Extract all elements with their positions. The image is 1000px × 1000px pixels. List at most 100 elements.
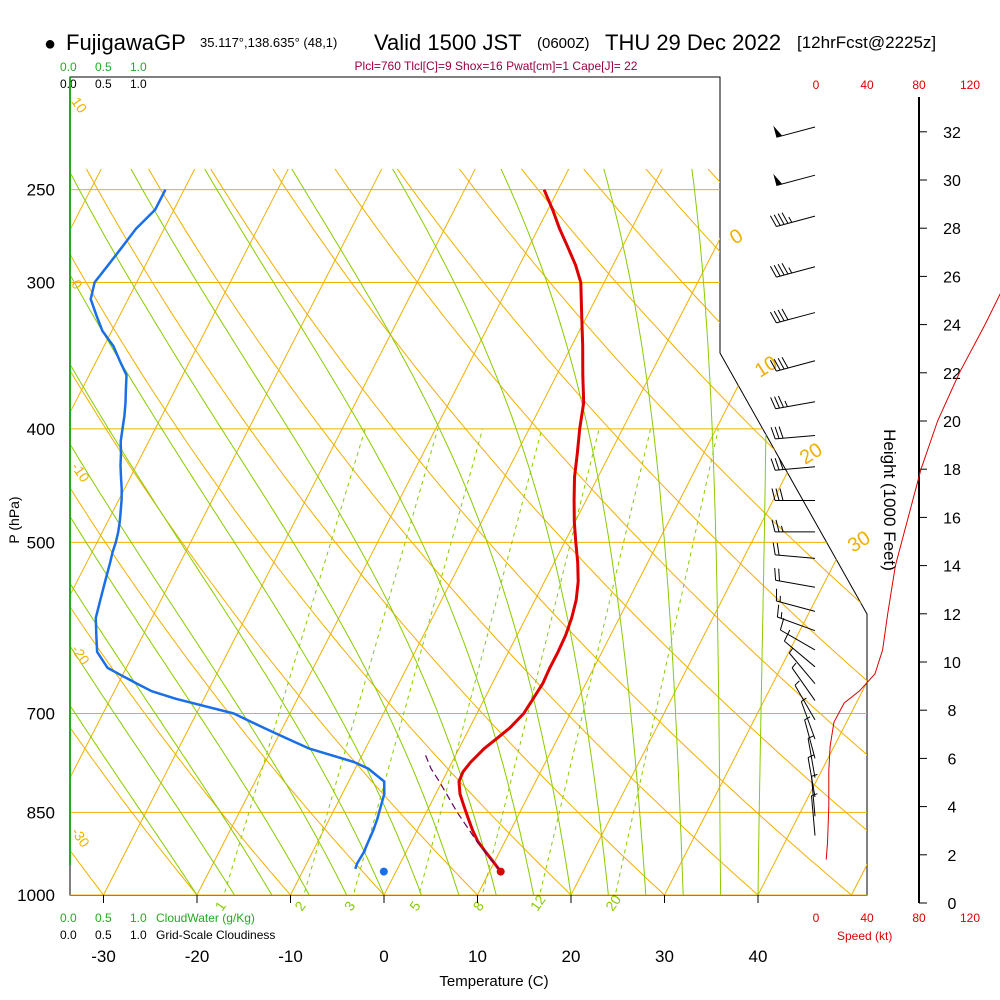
- background-grid: [70, 168, 867, 895]
- wind-barb: [775, 588, 816, 612]
- height-tick-label: 30: [943, 173, 961, 190]
- height-tick-label: 18: [943, 462, 961, 479]
- dry-adiabat-label: 0: [726, 225, 747, 250]
- cloudwater-label: CloudWater (g/Kg): [156, 911, 255, 925]
- temperature-axis-label: Temperature (C): [439, 973, 548, 990]
- isotherm: [557, 168, 867, 895]
- moist-adiabat: [70, 168, 385, 895]
- cloudwater-bottom-tick: 0.5: [95, 911, 112, 925]
- height-tick-label: 24: [943, 318, 961, 335]
- utc-time: (0600Z): [537, 35, 590, 52]
- moist-adiabat: [291, 168, 572, 895]
- wind-barb: [811, 793, 818, 836]
- wind-barb: [779, 617, 816, 651]
- wind-barb: [807, 735, 816, 778]
- cloudiness-bottom-tick: 0.5: [95, 928, 112, 942]
- wind-barb: [769, 356, 816, 372]
- cloudwater-top-tick: 1.0: [130, 60, 147, 74]
- isotherm: [70, 168, 196, 895]
- isotherm-label: -10: [68, 459, 93, 485]
- wind-barb: [771, 519, 816, 533]
- dry-adiabat-label: 10: [751, 352, 782, 382]
- wind-barb: [774, 567, 816, 588]
- moist-adiabat: [500, 168, 647, 895]
- wind-barb: [772, 542, 816, 559]
- height-tick-label: 2: [948, 848, 957, 865]
- dry-adiabat: [459, 168, 867, 895]
- mixing-ratio-label: 8: [469, 898, 487, 914]
- pressure-tick-label: 1000: [17, 886, 55, 905]
- height-axis-label: Height (1000 Feet): [880, 429, 899, 571]
- height-tick-label: 14: [943, 559, 961, 576]
- moist-adiabat: [130, 168, 497, 895]
- wind-barb: [791, 662, 816, 701]
- bottom-scales: 0.0 0.5 1.0 CloudWater (g/Kg) 0.0 0.5 1.…: [6, 496, 549, 990]
- wind-barb: [811, 773, 818, 817]
- dry-adiabat: [583, 168, 867, 895]
- mixing-ratio-line: [221, 428, 366, 895]
- temperature-surface-point: [496, 867, 505, 876]
- valid-date: THU 29 Dec 2022: [605, 30, 781, 55]
- dry-adiabat: [521, 168, 867, 895]
- moist-adiabat: [70, 168, 422, 895]
- cloudiness-bottom-tick: 0.0: [60, 928, 77, 942]
- mixing-ratio-line: [480, 428, 600, 895]
- temperature-tick-label: 0: [379, 947, 388, 966]
- isotherm: [90, 168, 476, 895]
- dry-adiabat: [272, 168, 867, 895]
- temperature-tick-label: -20: [185, 947, 210, 966]
- wind-barb: [771, 488, 816, 502]
- wind-barb: [770, 457, 816, 471]
- dry-adiabat-label: 20: [796, 439, 827, 469]
- moist-adiabat: [70, 168, 460, 895]
- temperature-tick-label: 30: [655, 947, 674, 966]
- speed-bottom-tick: 80: [912, 911, 926, 925]
- wind-barb: [770, 426, 816, 440]
- moist-adiabat: [70, 168, 348, 895]
- moist-adiabat: [70, 168, 310, 895]
- valid-time: Valid 1500 JST: [374, 30, 522, 55]
- wind-barb: [783, 629, 816, 668]
- temperature-tick-label: -30: [91, 947, 116, 966]
- parcel-path: [425, 755, 502, 872]
- speed-axis-label: Speed (kt): [837, 929, 892, 943]
- dry-adiabat: [210, 168, 867, 895]
- isotherm: [370, 168, 757, 895]
- wind-barb: [794, 680, 816, 721]
- height-tick-label: 32: [943, 125, 961, 142]
- temperature-tick-label: 10: [468, 947, 487, 966]
- right-panel: Height (1000 Feet) 0 40 80 120 0 40 80 1…: [769, 78, 1000, 943]
- mixing-ratio-line: [301, 428, 439, 895]
- isotherm: [70, 168, 383, 895]
- isotherm: [70, 168, 289, 895]
- dry-adiabat-label: 30: [844, 527, 875, 557]
- height-tick-label: 6: [948, 751, 957, 768]
- mixing-ratio-label: 2: [291, 898, 309, 914]
- height-tick-label: 0: [948, 896, 957, 913]
- cloudwater-bottom-tick: 0.0: [60, 911, 77, 925]
- speed-bottom-tick: 120: [960, 911, 980, 925]
- wind-barb: [804, 716, 816, 759]
- pressure-tick-label: 400: [27, 420, 55, 439]
- speed-top-tick: 0: [813, 78, 820, 92]
- profiles: [89, 189, 586, 876]
- wind-barb: [776, 604, 816, 632]
- wind-barb: [773, 173, 816, 186]
- mixing-ratio-line: [537, 428, 652, 895]
- pressure-axis-label: P (hPa): [6, 496, 22, 543]
- isotherm-label: -30: [68, 824, 93, 850]
- mixing-ratio-label: 5: [406, 898, 424, 914]
- moist-adiabat: [691, 168, 722, 895]
- mixing-ratio-line: [351, 428, 484, 895]
- pressure-tick-label: 850: [27, 803, 55, 822]
- cloudiness-top-tick: 0.5: [95, 77, 112, 91]
- pressure-tick-label: 500: [27, 533, 55, 552]
- moist-adiabat: [204, 168, 535, 895]
- height-tick-label: 4: [948, 800, 957, 817]
- dry-adiabat: [334, 168, 867, 895]
- height-tick-label: 28: [943, 221, 961, 238]
- pressure-tick-label: 300: [27, 273, 55, 292]
- dry-adiabat: [85, 168, 692, 895]
